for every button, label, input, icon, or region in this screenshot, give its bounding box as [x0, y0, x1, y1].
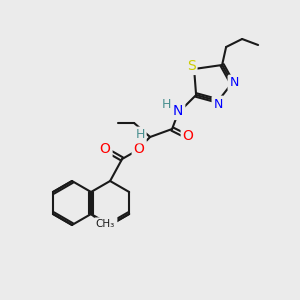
Text: O: O	[183, 129, 194, 143]
Text: O: O	[134, 142, 145, 156]
Text: N: N	[105, 218, 115, 232]
Text: S: S	[187, 59, 196, 73]
Text: CH₃: CH₃	[95, 219, 115, 229]
Text: O: O	[100, 142, 110, 156]
Text: H: H	[135, 128, 145, 142]
Text: H: H	[161, 98, 171, 112]
Text: N: N	[230, 76, 239, 89]
Text: N: N	[213, 98, 223, 110]
Text: N: N	[173, 104, 183, 118]
